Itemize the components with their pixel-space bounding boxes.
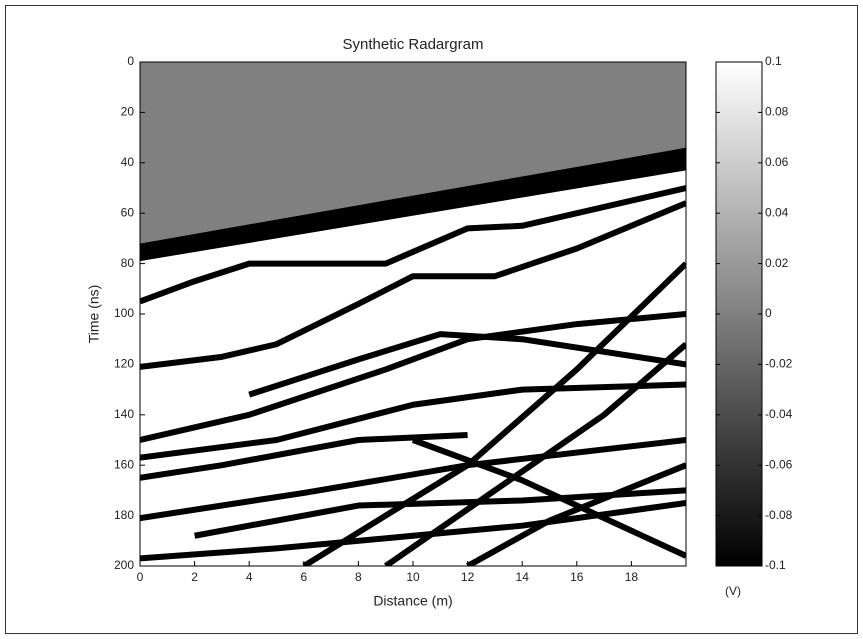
colorbar-label: (V)	[725, 584, 741, 598]
x-tick-label: 8	[355, 570, 362, 584]
y-tick-label: 180	[114, 508, 134, 522]
colorbar-tick-label: 0.08	[765, 105, 789, 119]
reflector	[140, 185, 686, 305]
y-tick-label: 80	[121, 256, 135, 270]
colorbar-tick-label: 0.04	[765, 205, 789, 219]
reflector	[140, 500, 686, 562]
y-tick-label: 20	[121, 105, 135, 119]
x-tick-label: 2	[191, 570, 198, 584]
reflector	[248, 331, 686, 398]
y-axis-label: Time (ns)	[86, 285, 102, 344]
reflector	[383, 341, 686, 566]
y-tick-label: 120	[114, 357, 134, 371]
colorbar-tick-label: 0.1	[765, 54, 782, 68]
air-zone	[140, 62, 686, 244]
colorbar-tick-label: -0.02	[765, 357, 793, 371]
reflector	[411, 437, 686, 559]
reflector	[466, 462, 686, 566]
colorbar-tick-label: -0.06	[765, 457, 793, 471]
axes: 0 2 4 6 8 10 12 14 16 180204060801001201401601802…	[114, 54, 793, 584]
y-tick-label: 140	[114, 407, 134, 421]
reflector	[140, 381, 686, 461]
x-tick-label: 10	[406, 570, 420, 584]
reflector	[140, 431, 468, 481]
x-tick-label: 4	[246, 570, 253, 584]
x-axis-label: Distance (m)	[373, 593, 452, 609]
radargram-image	[140, 62, 686, 566]
y-tick-label: 0	[127, 54, 134, 68]
reflector	[140, 200, 686, 370]
y-tick-label: 60	[121, 205, 135, 219]
reflector	[140, 311, 686, 443]
colorbar-tick-label: 0	[765, 306, 772, 320]
chart-title: Synthetic Radargram	[343, 36, 484, 53]
reflector	[302, 261, 686, 566]
y-tick-label: 200	[114, 558, 134, 572]
colorbar	[715, 61, 763, 567]
x-tick-label: 14	[516, 570, 530, 584]
reflector	[194, 487, 686, 539]
y-tick-label: 40	[121, 155, 135, 169]
x-tick-label: 6	[300, 570, 307, 584]
y-tick-label: 160	[114, 457, 134, 471]
y-tick-label: 100	[114, 306, 134, 320]
colorbar-tick-label: -0.1	[765, 558, 786, 572]
x-tick-label: 12	[461, 570, 475, 584]
colorbar-tick-label: 0.02	[765, 256, 789, 270]
x-tick-label: 18	[625, 570, 639, 584]
reflector	[140, 437, 686, 522]
x-tick-label: 0	[137, 570, 144, 584]
colorbar-tick-label: -0.08	[765, 508, 793, 522]
colorbar-tick-label: 0.06	[765, 155, 789, 169]
x-tick-label: 16	[570, 570, 584, 584]
colorbar-tick-label: -0.04	[765, 407, 793, 421]
direct-wave	[140, 147, 686, 262]
